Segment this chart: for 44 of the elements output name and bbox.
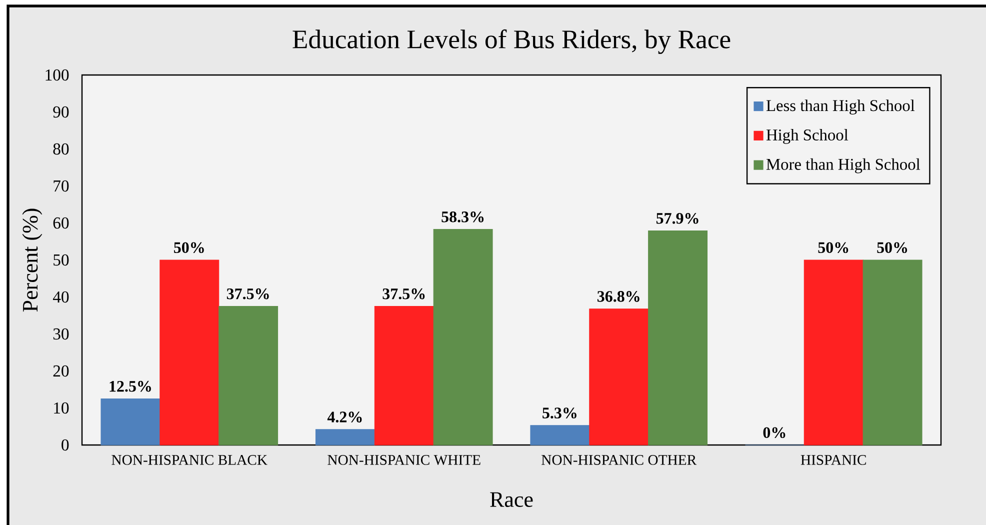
y-tick-label: 20 bbox=[53, 365, 69, 377]
y-tick-label: 50 bbox=[54, 254, 69, 266]
x-axis-title: Race bbox=[490, 492, 533, 507]
bar bbox=[804, 260, 864, 446]
x-tick-label: NON-HISPANIC BLACK bbox=[112, 455, 268, 465]
bar bbox=[648, 230, 708, 446]
y-tick-label: 100 bbox=[46, 69, 69, 81]
bar bbox=[530, 425, 590, 446]
data-label: 37.5% bbox=[226, 288, 269, 300]
bar bbox=[100, 398, 160, 446]
data-label: 50% bbox=[877, 242, 908, 254]
y-tick-label: 40 bbox=[52, 291, 69, 303]
x-tick-label: HISPANIC bbox=[800, 455, 866, 465]
data-label: 50% bbox=[818, 242, 848, 254]
data-label: 36.8% bbox=[597, 291, 640, 302]
y-tick-label: 10 bbox=[54, 402, 69, 414]
data-label: 58.3% bbox=[442, 211, 484, 222]
y-tick-label: 30 bbox=[53, 328, 69, 340]
data-label: 4.2% bbox=[327, 412, 362, 423]
x-tick-label: NON-HISPANIC OTHER bbox=[542, 455, 697, 465]
data-label: 0% bbox=[763, 427, 786, 438]
data-label: 12.5% bbox=[110, 380, 151, 392]
legend-label: More than High School bbox=[766, 158, 920, 174]
y-tick-label: 0 bbox=[62, 439, 69, 451]
legend-label: High School bbox=[766, 128, 848, 144]
y-tick-label: 60 bbox=[53, 217, 69, 229]
chart-title: Education Levels of Bus Riders, by Race bbox=[292, 29, 730, 54]
y-tick-label: 90 bbox=[53, 106, 69, 118]
x-tick-label: NON-HISPANIC WHITE bbox=[328, 455, 480, 465]
y-tick-label: 70 bbox=[54, 180, 69, 192]
data-label: 5.3% bbox=[542, 408, 576, 418]
bar bbox=[315, 429, 375, 446]
bar bbox=[374, 306, 434, 446]
bar bbox=[433, 229, 493, 446]
data-label: 50% bbox=[174, 242, 204, 254]
data-label: 37.5% bbox=[382, 288, 425, 300]
bar bbox=[160, 260, 220, 446]
legend-label: Less than High School bbox=[766, 100, 915, 115]
bar bbox=[218, 306, 278, 446]
y-axis-title: Percent (%) bbox=[22, 208, 42, 312]
data-label: 57.9% bbox=[656, 212, 698, 224]
y-tick-label: 80 bbox=[53, 143, 69, 155]
bar bbox=[862, 260, 922, 446]
bar bbox=[589, 308, 649, 446]
